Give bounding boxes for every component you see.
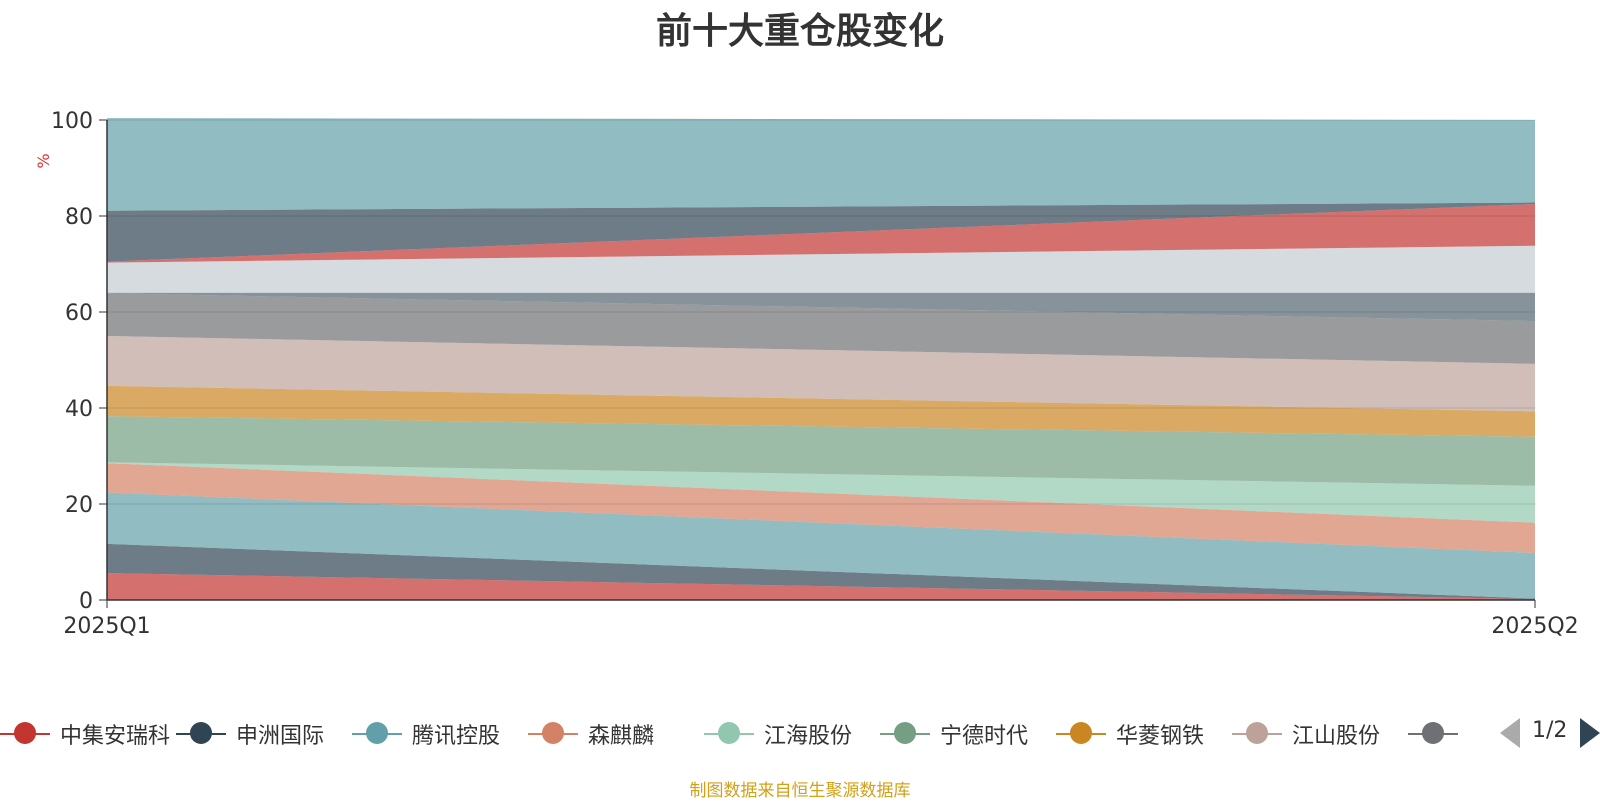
area-series-7	[107, 336, 1535, 412]
legend: 中集安瑞科 申洲国际 腾讯控股 森麒麟 江海股份 宁德时代 华菱钢铁 江山股份	[0, 712, 1485, 752]
area-series-0	[107, 573, 1535, 600]
legend-circle-icon	[894, 722, 916, 744]
legend-label: 江海股份	[764, 724, 853, 749]
y-tick-label: 60	[65, 301, 93, 326]
legend-circle-icon	[718, 722, 740, 744]
legend-circle-icon	[366, 722, 388, 744]
legend-label: 申洲国际	[236, 724, 325, 749]
legend-label: 腾讯控股	[412, 724, 501, 749]
source-note: 制图数据来自恒生聚源数据库	[689, 781, 911, 801]
legend-circle-icon	[1070, 722, 1092, 744]
y-tick-label: 80	[65, 205, 93, 230]
area-series-9	[107, 292, 1535, 322]
area-series-13	[107, 118, 1535, 211]
grid-lines	[107, 119, 1535, 505]
area-series-2	[107, 492, 1535, 599]
legend-next-arrow-icon[interactable]	[1580, 718, 1600, 748]
y-tick-label: 40	[65, 397, 93, 422]
legend-circle-icon	[190, 722, 212, 744]
x-tick-label: 2025Q2	[1491, 614, 1578, 639]
area-layers	[107, 118, 1535, 600]
y-axis-unit-label: %	[34, 153, 53, 168]
area-series-12	[107, 202, 1535, 262]
area-series-1	[107, 543, 1535, 600]
chart-title: 前十大重仓股变化	[655, 11, 944, 52]
area-series-5	[107, 416, 1535, 486]
legend-circle-icon	[14, 722, 36, 744]
legend-label: 江山股份	[1292, 724, 1381, 749]
legend-circle-icon	[542, 722, 564, 744]
y-tick-label: 20	[65, 493, 93, 518]
legend-page-indicator: 1/2	[1532, 718, 1568, 743]
y-tick-label: 0	[79, 589, 93, 614]
x-tick-label: 2025Q1	[63, 614, 150, 639]
area-series-4	[107, 462, 1535, 523]
legend-label: 森麒麟	[588, 724, 655, 749]
y-tick-label: 100	[51, 109, 93, 134]
legend-circle-icon	[1422, 722, 1444, 744]
legend-label: 中集安瑞科	[60, 724, 171, 749]
area-series-8	[107, 293, 1535, 364]
area-series-3	[107, 463, 1535, 553]
area-series-10	[107, 245, 1535, 293]
area-series-11	[107, 204, 1535, 263]
area-series-6	[107, 385, 1535, 437]
legend-prev-arrow-icon[interactable]	[1500, 718, 1520, 748]
area-chart: 0 20 40 60 80 100 2025Q1 2025Q2%	[34, 109, 1579, 639]
legend-pager: 1/2	[1500, 716, 1600, 752]
legend-circle-icon	[1246, 722, 1268, 744]
legend-label: 华菱钢铁	[1116, 724, 1205, 749]
legend-label: 宁德时代	[940, 724, 1029, 749]
axes: 0 20 40 60 80 100 2025Q1 2025Q2%	[34, 109, 1579, 639]
